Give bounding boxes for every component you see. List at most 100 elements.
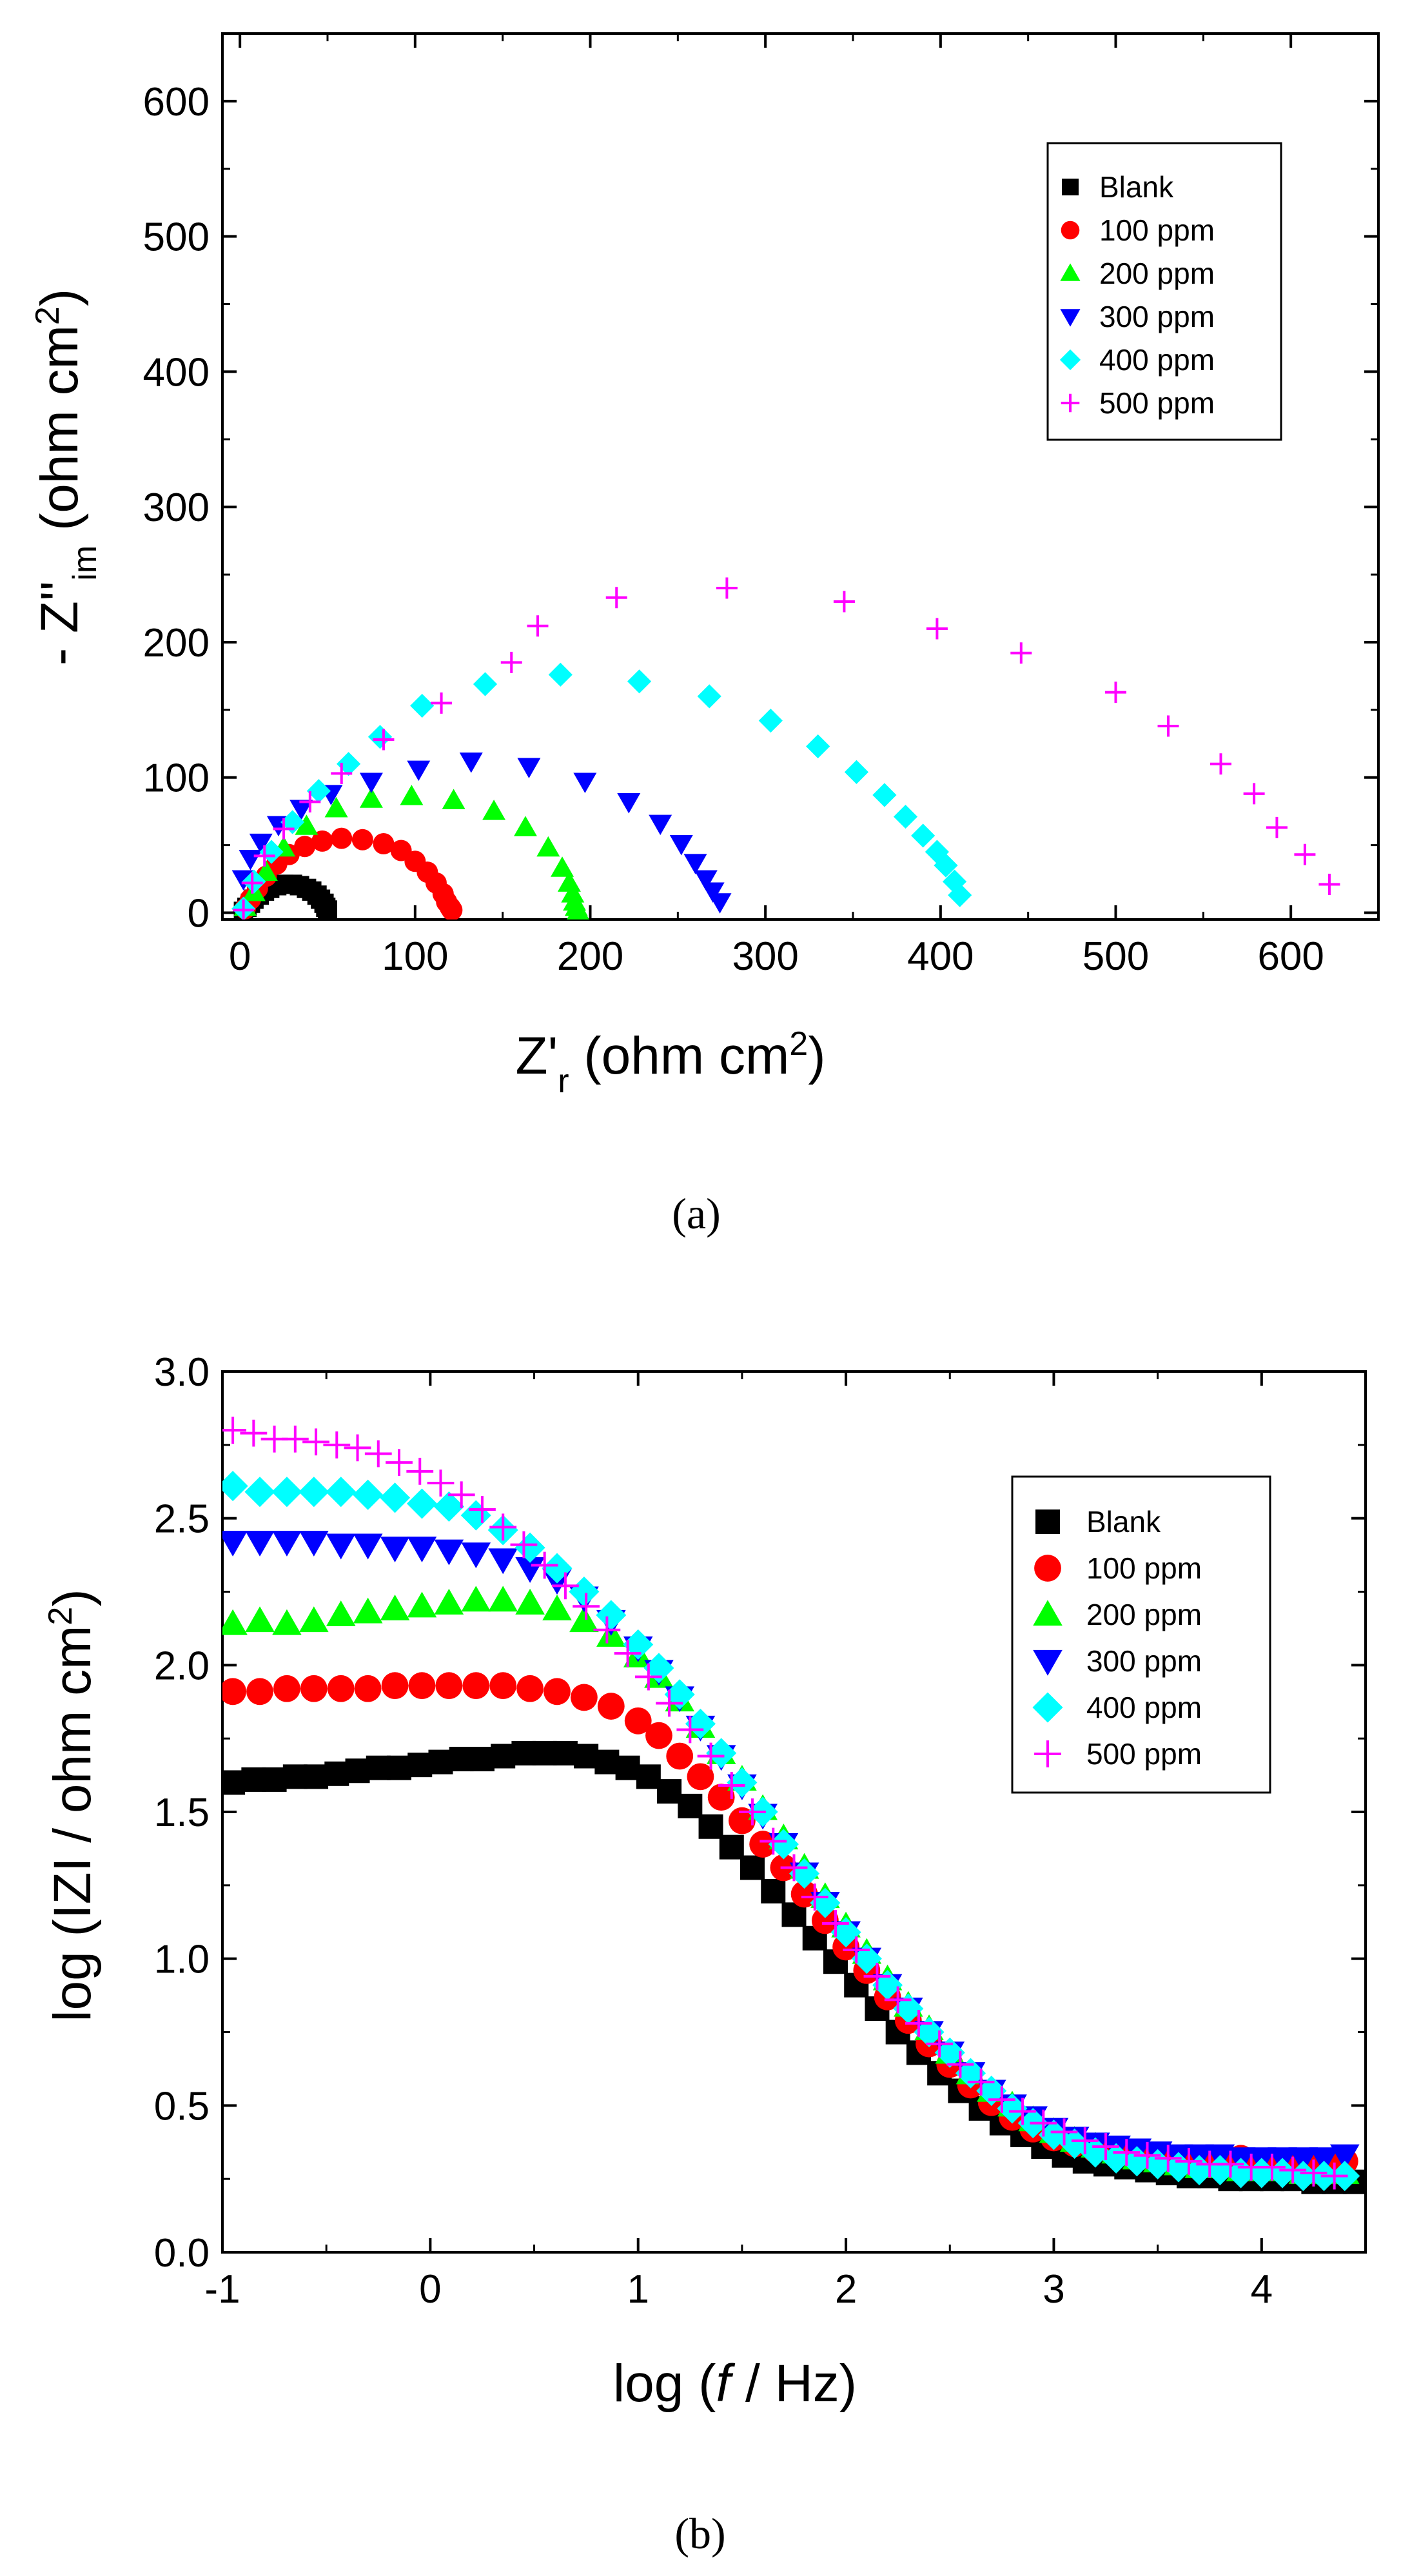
chart-a-point-200-ppm — [536, 836, 560, 857]
chart-b-point-500-ppm — [1009, 2098, 1036, 2125]
chart-a-x-tick-label: 400 — [907, 934, 974, 979]
chart-b-point-blank — [511, 1740, 536, 1765]
chart-b-bode: -1 0 1 2 3 4 0.0 0.5 1.0 1.5 2.0 2.5 3.0 log (f / Hz… — [42, 1350, 1367, 2558]
chart-b-y-tick-label: 0.5 — [154, 2084, 210, 2129]
chart-b-point-100-ppm — [790, 1880, 818, 1908]
chart-b-point-500-ppm — [780, 1854, 808, 1882]
chart-a-legend-marker-100-ppm — [1061, 221, 1080, 240]
chart-b-point-blank — [304, 1764, 329, 1789]
chart-b-point-300-ppm — [299, 1530, 329, 1557]
chart-a-legend-label-300-ppm: 300 ppm — [1099, 300, 1215, 333]
chart-b-point-blank — [553, 1740, 578, 1765]
chart-b-point-blank — [407, 1753, 433, 1778]
chart-b-point-200-ppm — [569, 1606, 599, 1633]
chart-b-point-500-ppm — [822, 1910, 849, 1937]
chart-b-point-500-ppm — [573, 1593, 600, 1620]
chart-b-point-500-ppm — [905, 2009, 932, 2037]
chart-a-point-100-ppm — [441, 899, 463, 919]
chart-b-point-500-ppm — [926, 2030, 954, 2058]
chart-b-point-500-ppm — [1113, 2139, 1141, 2167]
chart-b-point-100-ppm — [729, 1807, 756, 1834]
chart-b-point-400-ppm — [596, 1600, 627, 1631]
chart-a-point-300-ppm — [694, 870, 718, 891]
chart-b-point-500-ppm — [302, 1428, 329, 1456]
chart-a-point-500-ppm — [431, 692, 453, 714]
chart-b-y-tick-label: 3.0 — [154, 1350, 210, 1395]
chart-b-point-400-ppm — [1101, 2143, 1132, 2174]
chart-a-point-200-ppm — [513, 816, 537, 836]
chart-b-point-200-ppm — [461, 1586, 491, 1612]
chart-a-legend-marker-300-ppm — [1060, 309, 1081, 327]
chart-a-data-marks — [231, 577, 1340, 919]
chart-a-point-300-ppm — [359, 772, 383, 794]
chart-b-legend-label-500-ppm: 500 ppm — [1086, 1737, 1202, 1771]
chart-b-point-100-ppm — [300, 1675, 328, 1702]
chart-b-point-500-ppm — [1300, 2159, 1328, 2187]
chart-a-point-400-ppm — [948, 883, 972, 907]
chart-b-point-400-ppm — [569, 1576, 600, 1608]
chart-b-point-400-ppm — [1204, 2154, 1235, 2186]
caption-b: (b) — [674, 2509, 725, 2558]
chart-b-point-blank — [615, 1755, 640, 1780]
chart-b-point-400-ppm — [244, 1477, 275, 1508]
chart-b-point-blank — [262, 1767, 287, 1792]
chart-b-point-blank — [469, 1747, 495, 1772]
chart-a-x-tick-label: 0 — [229, 934, 251, 979]
chart-a-point-500-ppm — [1318, 873, 1340, 895]
chart-a-y-tick-label: 400 — [143, 350, 210, 395]
chart-b-point-400-ppm — [299, 1477, 329, 1508]
chart-a-point-300-ppm — [708, 893, 732, 914]
chart-b-point-100-ppm — [408, 1672, 436, 1700]
chart-a-point-300-ppm — [249, 833, 273, 854]
chart-a-y-tick-label: 100 — [143, 756, 210, 801]
chart-b-point-100-ppm — [597, 1693, 625, 1720]
chart-b-point-400-ppm — [380, 1482, 411, 1513]
chart-b-point-300-ppm — [488, 1548, 518, 1575]
chart-a-point-100-ppm — [351, 829, 373, 850]
chart-b-point-blank — [366, 1755, 391, 1780]
chart-b-point-500-ppm — [447, 1481, 475, 1509]
chart-b-point-500-ppm — [1154, 2145, 1182, 2172]
chart-a-point-500-ppm — [1010, 642, 1032, 664]
chart-b-point-500-ppm — [759, 1827, 787, 1855]
chart-b-point-blank — [428, 1749, 453, 1775]
chart-b-point-100-ppm — [544, 1678, 571, 1706]
chart-a-y-tick-label: 500 — [143, 215, 210, 260]
chart-b-legend-marker-200-ppm — [1033, 1600, 1063, 1626]
chart-b-point-400-ppm — [514, 1532, 545, 1563]
chart-a-legend-box — [1046, 142, 1282, 441]
chart-a-nyquist: 0 100 200 300 400 500 600 0 100 200 300 400 500 600 Z… — [29, 32, 1380, 1238]
chart-b-legend-marker-100-ppm — [1034, 1555, 1061, 1582]
chart-b-point-400-ppm — [706, 1738, 737, 1769]
chart-b-point-500-ppm — [614, 1640, 642, 1667]
chart-a-legend-marker-500-ppm — [1061, 393, 1080, 413]
chart-b-point-500-ppm — [323, 1431, 351, 1459]
chart-b-x-tick-label: 4 — [1251, 2267, 1273, 2312]
chart-b-point-500-ppm — [406, 1457, 434, 1485]
chart-b-point-blank — [491, 1744, 516, 1769]
chart-b-y-tick-label: 1.5 — [154, 1791, 210, 1835]
chart-b-point-400-ppm — [810, 1887, 841, 1918]
chart-b-point-400-ppm — [460, 1500, 491, 1531]
chart-b-y-axis-title: log (IZI / ohm cm2) — [42, 1589, 102, 2021]
chart-b-series-400-ppm — [222, 1471, 1360, 2192]
chart-b-point-500-ppm — [364, 1440, 392, 1468]
chart-b-point-200-ppm — [272, 1609, 302, 1635]
chart-a-legend-marker-200-ppm — [1060, 263, 1081, 281]
chart-b-y-tick-label: 1.0 — [154, 1938, 210, 1982]
chart-b-point-200-ppm — [326, 1600, 356, 1627]
chart-b-point-200-ppm — [245, 1606, 275, 1633]
chart-b-point-100-ppm — [327, 1675, 355, 1702]
chart-a-point-400-ppm — [367, 725, 393, 749]
chart-a-legend: Blank 100 ppm 200 ppm 300 ppm 400 ppm 500 ppm — [1046, 142, 1282, 441]
chart-b-x-tick-label: 2 — [835, 2267, 857, 2312]
chart-b-point-200-ppm — [222, 1609, 248, 1635]
chart-a-point-500-ppm — [500, 651, 522, 673]
chart-b-point-500-ppm — [843, 1936, 870, 1963]
chart-b-point-100-ppm — [462, 1672, 490, 1700]
chart-b-point-500-ppm — [697, 1742, 725, 1770]
chart-a-point-200-ppm — [359, 787, 383, 808]
chart-a-point-300-ppm — [701, 882, 725, 903]
chart-a-point-200-ppm — [442, 789, 465, 809]
chart-b-point-blank — [636, 1764, 661, 1789]
